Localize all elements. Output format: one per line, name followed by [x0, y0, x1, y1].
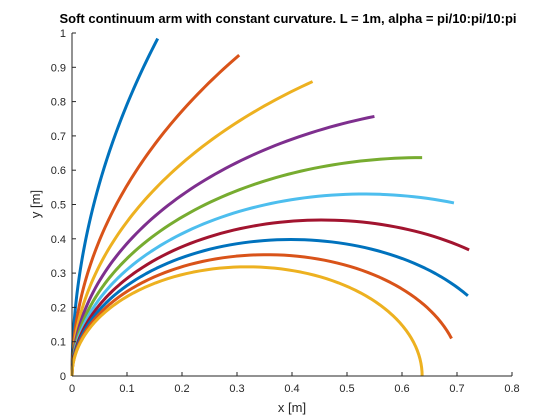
y-tick-label: 0.5 [51, 200, 66, 212]
y-tick-label: 0.6 [51, 165, 66, 177]
series-line-3 [70, 80, 314, 377]
series-line-5 [70, 156, 423, 377]
chart-title: Soft continuum arm with constant curvatu… [59, 11, 516, 26]
series-line-6 [70, 192, 455, 377]
series-line-10 [70, 265, 424, 377]
series-line-7 [70, 218, 470, 377]
x-tick-label: 0.5 [339, 383, 354, 395]
series-line-2 [70, 53, 241, 377]
axes [71, 33, 512, 377]
y-tick-label: 1 [60, 28, 66, 40]
x-tick-label: 0.2 [174, 383, 189, 395]
y-axis-label: y [m] [28, 190, 43, 218]
x-axis-label: x [m] [278, 400, 306, 415]
curve-group [70, 37, 470, 377]
series-line-8 [70, 238, 469, 377]
y-tick-label: 0.7 [51, 131, 66, 143]
x-tick-label: 0.7 [449, 383, 464, 395]
y-ticks: 0 0.1 0.2 0.3 0.4 0.5 0.6 0.7 0.8 0.9 1 [51, 28, 76, 383]
x-tick-label: 0 [69, 383, 75, 395]
y-tick-label: 0.9 [51, 62, 66, 74]
series-line-1 [70, 37, 160, 377]
x-tick-label: 0.3 [229, 383, 244, 395]
y-tick-label: 0.2 [51, 302, 66, 314]
series-line-4 [70, 114, 375, 377]
x-tick-label: 0.6 [394, 383, 409, 395]
y-tick-label: 0.3 [51, 268, 66, 280]
x-tick-label: 0.1 [119, 383, 134, 395]
series-line-9 [70, 253, 453, 377]
x-ticks: 0 0.1 0.2 0.3 0.4 0.5 0.6 0.7 0.8 [69, 372, 520, 395]
y-tick-label: 0 [60, 371, 66, 383]
y-tick-label: 0.8 [51, 97, 66, 109]
x-tick-label: 0.8 [504, 383, 519, 395]
y-tick-label: 0.1 [51, 337, 66, 349]
x-tick-label: 0.4 [284, 383, 299, 395]
y-tick-label: 0.4 [51, 234, 66, 246]
